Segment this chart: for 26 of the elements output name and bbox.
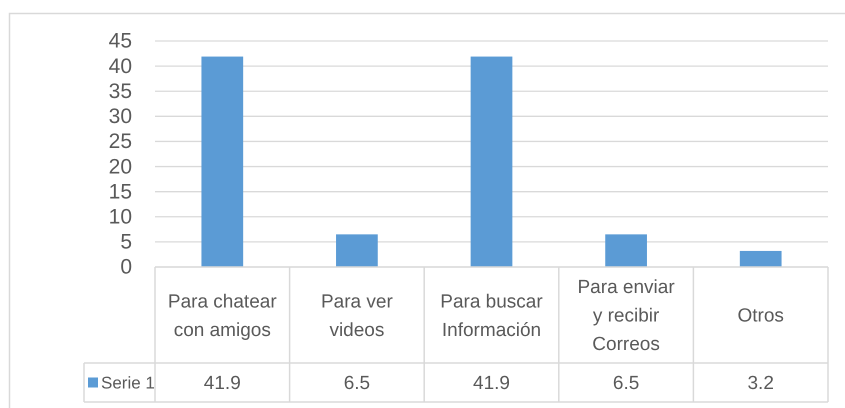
bar — [740, 250, 782, 267]
bar — [605, 234, 647, 267]
data-label: 41.9 — [204, 373, 241, 394]
data-label: 6.5 — [344, 373, 370, 394]
y-tick-label: 30 — [108, 105, 132, 128]
x-tick-label: Otros — [737, 306, 784, 327]
y-tick-label: 25 — [108, 130, 132, 154]
y-tick-label: 0 — [120, 256, 132, 279]
y-tick-label: 10 — [108, 206, 132, 228]
x-tick-label: Para chatear con amigos — [168, 291, 278, 341]
y-tick-label: 35 — [108, 80, 132, 103]
x-tick-label: Para ver videos — [320, 291, 394, 341]
y-tick-label: 5 — [120, 230, 132, 254]
legend-label: Serie 1 — [101, 373, 155, 392]
data-label: 6.5 — [612, 373, 640, 394]
y-tick-label: 20 — [108, 155, 132, 178]
bar — [201, 56, 244, 267]
y-tick-label: 40 — [108, 54, 132, 78]
bar — [336, 234, 378, 267]
data-label: 3.2 — [747, 373, 774, 394]
y-tick-label: 45 — [108, 30, 132, 53]
x-tick-label: Para enviar y recibir Correos — [578, 277, 676, 356]
y-tick-label: 15 — [108, 180, 132, 204]
bar — [470, 56, 512, 267]
x-tick-label: Para buscar Información — [440, 291, 544, 341]
data-label: 41.9 — [473, 373, 510, 394]
